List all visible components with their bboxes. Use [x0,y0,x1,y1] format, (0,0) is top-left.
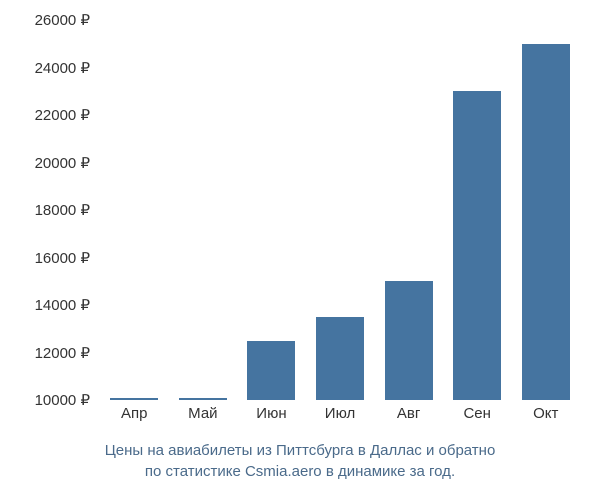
x-tick-label: Окт [511,405,580,422]
x-tick-label: Авг [374,405,443,422]
bar-group [169,398,238,400]
chart-container: 10000 ₽ 12000 ₽ 14000 ₽ 16000 ₽ 18000 ₽ 20000… [0,0,600,500]
x-tick-label: Май [169,405,238,422]
caption-line-1: Цены на авиабилеты из Питтсбурга в Далла… [0,440,600,461]
y-tick-label: 26000 ₽ [35,11,90,29]
bar [522,44,570,400]
bar [316,317,364,400]
y-tick-label: 10000 ₽ [35,391,90,409]
caption-line-2: по статистике Csmia.aero в динамике за г… [0,461,600,482]
y-tick-label: 24000 ₽ [35,59,90,77]
y-tick-label: 12000 ₽ [35,344,90,362]
x-axis: АпрМайИюнИюлАвгСенОкт [100,405,580,422]
x-tick-label: Сен [443,405,512,422]
plot-area [100,20,580,400]
bar-group [237,341,306,400]
bars-group [100,20,580,400]
bar-group [306,317,375,400]
x-tick-label: Апр [100,405,169,422]
x-tick-label: Июн [237,405,306,422]
bar [247,341,295,400]
bar [385,281,433,400]
y-tick-label: 14000 ₽ [35,296,90,314]
bar [110,398,158,400]
bar-group [511,44,580,400]
y-tick-label: 18000 ₽ [35,201,90,219]
bar-group [443,91,512,400]
bar [179,398,227,400]
bar [453,91,501,400]
x-tick-label: Июл [306,405,375,422]
y-tick-label: 16000 ₽ [35,249,90,267]
chart-caption: Цены на авиабилеты из Питтсбурга в Далла… [0,440,600,482]
bar-group [374,281,443,400]
y-axis: 10000 ₽12000 ₽14000 ₽16000 ₽18000 ₽20000… [0,20,95,400]
bar-group [100,398,169,400]
y-tick-label: 22000 ₽ [35,106,90,124]
y-tick-label: 20000 ₽ [35,154,90,172]
